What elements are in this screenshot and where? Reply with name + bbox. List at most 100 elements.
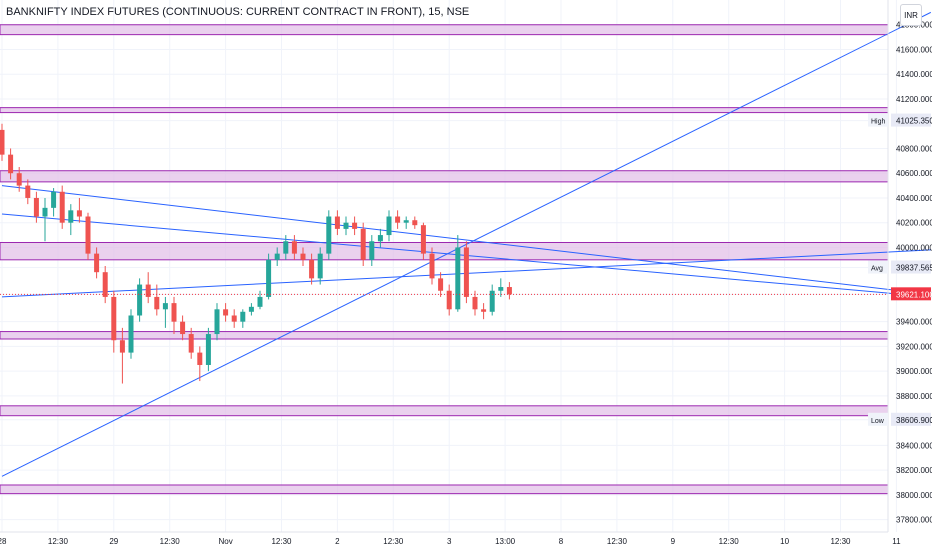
marker-label: Avg xyxy=(871,266,883,273)
candle-body xyxy=(145,284,151,297)
candle-body xyxy=(352,222,358,229)
price-tick-label: 38400.000 xyxy=(896,441,932,450)
time-tick-label: 12:30 xyxy=(719,537,740,546)
time-tick-label: 2 xyxy=(335,537,340,546)
time-tick-label: 9 xyxy=(671,537,676,546)
trendline xyxy=(1,185,931,295)
price-tick-label: 37800.000 xyxy=(896,516,932,525)
candle-body xyxy=(326,216,332,254)
candle-body xyxy=(266,259,272,297)
candle-body xyxy=(128,315,134,353)
candle-body xyxy=(343,222,349,229)
time-tick-label: Nov xyxy=(218,537,232,546)
candle-body xyxy=(102,272,108,297)
candle-body xyxy=(498,287,504,291)
candle-body xyxy=(283,241,289,254)
candle-body xyxy=(446,290,452,310)
time-tick-label: 8 xyxy=(559,537,564,546)
time-tick-label: 12:30 xyxy=(383,537,404,546)
last-price-value: 39621.100 xyxy=(896,290,932,299)
candle-body xyxy=(59,191,65,223)
candle-body xyxy=(94,253,100,273)
candle-body xyxy=(33,197,39,217)
support-resistance-zone xyxy=(0,24,889,36)
marker-tag-bg xyxy=(868,260,888,274)
candle-body xyxy=(162,303,168,310)
candle-body xyxy=(369,241,375,260)
candle-body xyxy=(171,303,177,322)
candle-body xyxy=(42,207,48,217)
time-tick-label: 12:30 xyxy=(48,537,69,546)
candle-body xyxy=(16,173,22,186)
candle-body xyxy=(489,290,495,312)
candle-body xyxy=(0,129,5,155)
candle-body xyxy=(180,321,186,335)
time-tick-label: 12:30 xyxy=(607,537,628,546)
candle-body xyxy=(68,210,74,223)
candle-body xyxy=(76,210,82,217)
time-tick-label: 12:30 xyxy=(271,537,292,546)
candle-body xyxy=(291,241,297,254)
time-tick-label: 13:00 xyxy=(495,537,516,546)
chart-title: BANKNIFTY INDEX FUTURES (CONTINUOUS: CUR… xyxy=(6,6,470,18)
currency-button[interactable]: INR xyxy=(900,4,922,26)
candle-body xyxy=(25,185,31,198)
support-resistance-zone xyxy=(0,241,889,261)
candle-body xyxy=(309,259,315,279)
candle-body xyxy=(119,340,125,353)
price-tick-label: 38200.000 xyxy=(896,466,932,475)
candle-body xyxy=(455,247,461,310)
price-tick-label: 41400.000 xyxy=(896,70,932,79)
candle-body xyxy=(51,191,57,208)
candle-body xyxy=(472,296,478,310)
price-tick-label: 41600.000 xyxy=(896,45,932,54)
candle-body xyxy=(154,296,160,310)
candle-body xyxy=(205,334,211,365)
time-tick-label: 11 xyxy=(892,537,901,546)
candle-body xyxy=(223,309,229,316)
price-tick-label: 39000.000 xyxy=(896,367,932,376)
candle-body xyxy=(438,278,444,291)
support-resistance-zone xyxy=(0,107,889,114)
marker-value-bg xyxy=(891,113,931,127)
support-resistance-zone xyxy=(0,170,889,183)
candle-body xyxy=(412,220,418,226)
marker-label: Low xyxy=(871,418,885,425)
price-tick-label: 38000.000 xyxy=(896,491,932,500)
support-resistance-zone xyxy=(0,484,889,495)
candle-body xyxy=(506,287,512,295)
candle-body xyxy=(420,225,426,254)
last-price-label-bg xyxy=(891,287,931,301)
candle-body xyxy=(386,216,392,236)
candle-body xyxy=(377,235,383,242)
candle-body xyxy=(429,253,435,279)
marker-tag-bg xyxy=(868,113,888,127)
time-tick-label: 29 xyxy=(109,537,118,546)
marker-value: 41025.350 xyxy=(896,117,932,126)
price-tick-label: 40000.000 xyxy=(896,243,932,252)
price-tick-label: 39400.000 xyxy=(896,318,932,327)
candle-body xyxy=(188,334,194,353)
candle-body xyxy=(257,296,263,307)
candle-body xyxy=(240,311,246,322)
candle-body xyxy=(197,352,203,365)
candle-body xyxy=(395,216,401,223)
candle-body xyxy=(8,154,14,174)
candle-body xyxy=(334,216,340,229)
price-tick-label: 38800.000 xyxy=(896,392,932,401)
time-tick-label: 12:30 xyxy=(160,537,181,546)
marker-value: 38606.900 xyxy=(896,416,932,425)
candle-body xyxy=(317,253,323,279)
time-tick-label: 3 xyxy=(447,537,452,546)
price-tick-label: 40600.000 xyxy=(896,169,932,178)
price-tick-label: 41200.000 xyxy=(896,95,932,104)
marker-value: 39837.565 xyxy=(896,264,932,273)
price-tick-label: 39200.000 xyxy=(896,342,932,351)
candle-body xyxy=(463,247,469,297)
candle-body xyxy=(248,306,254,312)
candle-body xyxy=(137,284,143,316)
candle-body xyxy=(274,253,280,260)
price-tick-label: 40200.000 xyxy=(896,219,932,228)
